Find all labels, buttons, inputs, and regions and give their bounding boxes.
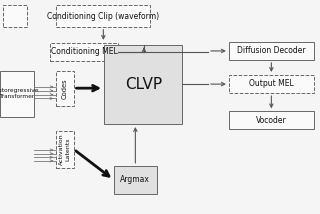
Text: Diffusion Decoder: Diffusion Decoder <box>237 46 306 55</box>
Bar <box>114 166 157 194</box>
Text: Output MEL: Output MEL <box>249 79 293 89</box>
Bar <box>229 111 314 129</box>
Bar <box>0 71 34 117</box>
Text: Argmax: Argmax <box>120 175 150 184</box>
Bar <box>56 5 150 27</box>
Text: Activation
Latents: Activation Latents <box>60 134 70 165</box>
Bar <box>3 5 27 27</box>
Bar <box>229 42 314 60</box>
Bar <box>50 43 118 61</box>
Text: Autoregressive
Transformer: Autoregressive Transformer <box>0 88 39 99</box>
Text: Conditioning MEL: Conditioning MEL <box>51 47 117 56</box>
Text: Vocoder: Vocoder <box>256 116 287 125</box>
Bar <box>56 71 74 106</box>
Text: CLVP: CLVP <box>124 77 162 92</box>
Bar <box>229 75 314 93</box>
Text: Conditioning Clip (waveform): Conditioning Clip (waveform) <box>47 12 159 21</box>
Bar <box>104 45 182 124</box>
Bar <box>56 131 74 168</box>
Text: Codes: Codes <box>62 78 68 99</box>
